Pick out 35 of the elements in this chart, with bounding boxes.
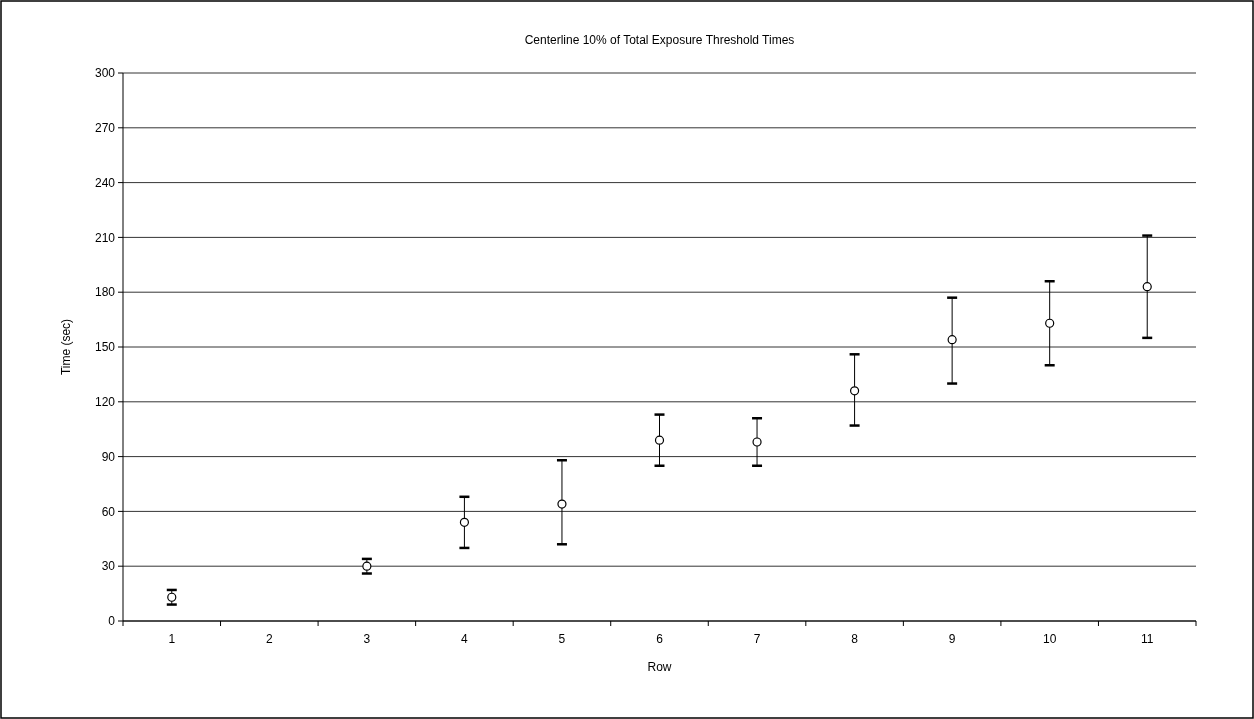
x-tick-label: 7 <box>753 632 761 646</box>
y-tick-label: 30 <box>101 559 116 574</box>
x-tick-label: 6 <box>656 632 664 646</box>
y-tick-label: 120 <box>94 395 116 409</box>
y-tick-label: 150 <box>94 340 116 355</box>
x-tick-label: 8 <box>851 632 859 646</box>
point <box>752 437 762 447</box>
point <box>654 435 665 445</box>
y-tick-label: 240 <box>94 175 116 190</box>
point <box>362 561 372 571</box>
point <box>849 386 860 396</box>
x-tick-label: 5 <box>558 632 566 646</box>
y-tick-label: 270 <box>94 121 116 135</box>
y-tick-label: 210 <box>94 230 116 245</box>
point <box>947 335 957 345</box>
x-tick-label: 4 <box>461 632 469 646</box>
x-tick-label: 2 <box>265 632 273 646</box>
x-tick-label: 1 <box>168 632 176 646</box>
chart-title: Centerline 10% of Total Exposure Threshold Times <box>524 33 795 47</box>
point <box>1045 318 1055 328</box>
x-tick-label: 9 <box>948 632 956 646</box>
x-tick-label: 11 <box>1140 632 1154 646</box>
y-tick-label: 180 <box>94 285 116 300</box>
point <box>1142 282 1152 292</box>
y-tick-label: 90 <box>101 449 116 464</box>
point <box>167 592 177 602</box>
x-tick-label: 10 <box>1043 632 1057 646</box>
y-axis-title: Time (sec) <box>59 318 73 376</box>
x-tick-label: 3 <box>363 632 371 646</box>
point <box>557 499 567 509</box>
point <box>459 517 470 527</box>
x-axis-title: Row <box>647 660 672 674</box>
y-tick-label: 60 <box>101 504 116 519</box>
y-tick-label: 300 <box>94 66 116 81</box>
y-tick-label: 0 <box>108 614 116 629</box>
